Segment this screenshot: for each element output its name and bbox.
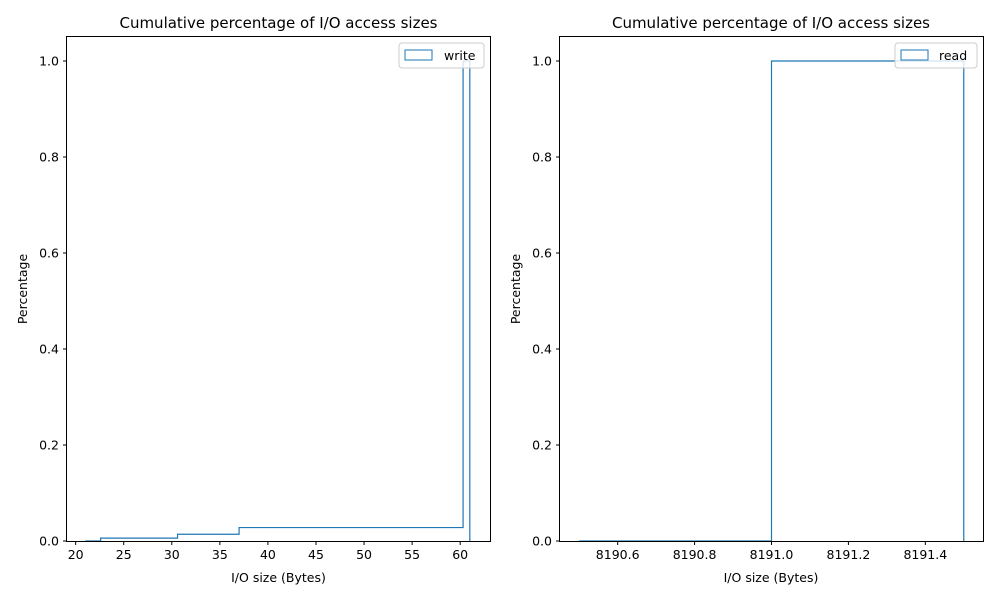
y-tick-label: 0.6 bbox=[39, 246, 59, 261]
x-tick-label: 60 bbox=[452, 547, 468, 562]
x-tick-label: 8191.0 bbox=[750, 547, 794, 562]
plot-frame bbox=[559, 36, 984, 542]
x-tick-label: 40 bbox=[260, 547, 276, 562]
y-axis-label: Percentage bbox=[15, 254, 30, 325]
y-axis-label: Percentage bbox=[508, 254, 523, 325]
x-tick-label: 50 bbox=[356, 547, 372, 562]
chart-title: Cumulative percentage of I/O access size… bbox=[119, 14, 437, 32]
x-tick-label: 20 bbox=[68, 547, 84, 562]
read-chart: Cumulative percentage of I/O access size… bbox=[508, 14, 984, 585]
legend: write bbox=[398, 42, 485, 69]
x-tick-label: 8190.6 bbox=[596, 547, 640, 562]
x-tick-label: 35 bbox=[212, 547, 228, 562]
y-tick-label: 0.2 bbox=[532, 438, 552, 453]
x-axis-label: I/O size (Bytes) bbox=[231, 570, 326, 585]
x-tick-label: 30 bbox=[164, 547, 180, 562]
x-tick-label: 25 bbox=[116, 547, 132, 562]
legend-box bbox=[894, 42, 978, 69]
chart-title: Cumulative percentage of I/O access size… bbox=[612, 14, 930, 32]
plot-frame bbox=[66, 36, 491, 542]
x-axis-label: I/O size (Bytes) bbox=[724, 570, 819, 585]
legend-swatch bbox=[404, 49, 433, 61]
write-chart: Cumulative percentage of I/O access size… bbox=[15, 14, 491, 585]
legend: read bbox=[894, 42, 978, 69]
y-tick-label: 0.0 bbox=[39, 534, 59, 549]
y-tick-label: 0.4 bbox=[39, 342, 59, 357]
y-tick-label: 0.8 bbox=[532, 150, 552, 165]
ticks: 8190.6 8190.8 8191.0 8191.2 8191.4 0.0 0.2 0.4 0… bbox=[532, 54, 947, 563]
y-tick-label: 0.6 bbox=[532, 246, 552, 261]
y-tick-label: 0.0 bbox=[532, 534, 552, 549]
legend-entry-write: write bbox=[444, 48, 476, 63]
y-tick-label: 1.0 bbox=[39, 54, 59, 69]
x-tick-label: 55 bbox=[404, 547, 420, 562]
x-tick-label: 45 bbox=[308, 547, 324, 562]
ticks: 20 25 30 35 40 45 50 55 60 0.0 0.2 0.4 0.6 0.8 1.0 bbox=[39, 54, 468, 563]
y-tick-label: 1.0 bbox=[532, 54, 552, 69]
x-tick-label: 8190.8 bbox=[673, 547, 717, 562]
x-tick-label: 8191.4 bbox=[903, 547, 947, 562]
y-tick-label: 0.4 bbox=[532, 342, 552, 357]
y-tick-label: 0.2 bbox=[39, 438, 59, 453]
legend-entry-read: read bbox=[939, 48, 967, 63]
x-tick-label: 8191.2 bbox=[827, 547, 871, 562]
legend-swatch bbox=[900, 49, 929, 61]
y-tick-label: 0.8 bbox=[39, 150, 59, 165]
legend-box bbox=[398, 42, 485, 69]
